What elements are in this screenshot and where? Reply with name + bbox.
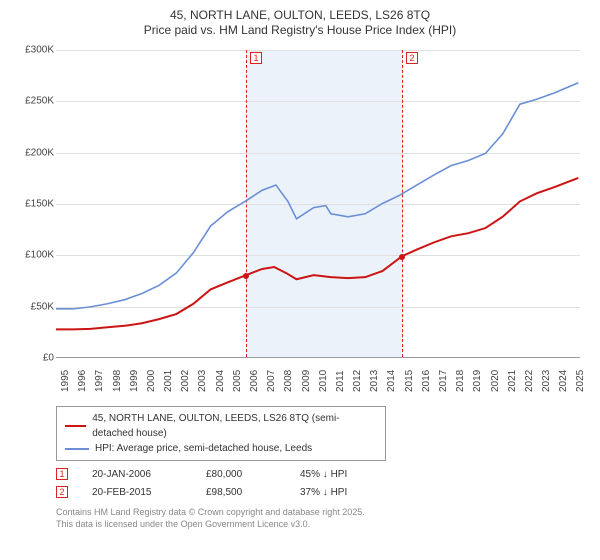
- sale-row: 1 20-JAN-2006 £80,000 45% ↓ HPI: [56, 465, 590, 483]
- footer-line-1: Contains HM Land Registry data © Crown c…: [56, 507, 590, 519]
- x-tick-label: 2000: [146, 370, 157, 392]
- x-tick-label: 2001: [163, 370, 174, 392]
- y-tick-label: £250K: [10, 96, 54, 107]
- x-tick-label: 2003: [197, 370, 208, 392]
- x-tick-label: 2024: [558, 370, 569, 392]
- x-tick-label: 1999: [129, 370, 140, 392]
- x-tick-label: 1997: [94, 370, 105, 392]
- sale-marker: 2: [406, 52, 418, 64]
- x-tick-label: 2006: [249, 370, 260, 392]
- sale-date-2: 20-FEB-2015: [92, 487, 182, 498]
- footer-attribution: Contains HM Land Registry data © Crown c…: [56, 507, 590, 530]
- sale-date-1: 20-JAN-2006: [92, 469, 182, 480]
- sale-row: 2 20-FEB-2015 £98,500 37% ↓ HPI: [56, 483, 590, 501]
- x-tick-label: 2008: [283, 370, 294, 392]
- x-tick-label: 2013: [369, 370, 380, 392]
- series-price_paid: [56, 178, 578, 330]
- title-line-2: Price paid vs. HM Land Registry's House …: [10, 23, 590, 38]
- x-tick-label: 2015: [404, 370, 415, 392]
- x-tick-label: 2010: [318, 370, 329, 392]
- legend-row-hpi: HPI: Average price, semi-detached house,…: [65, 441, 377, 456]
- legend-label-price-paid: 45, NORTH LANE, OULTON, LEEDS, LS26 8TQ …: [92, 411, 377, 441]
- sale-dot: [243, 273, 249, 279]
- x-tick-label: 2016: [421, 370, 432, 392]
- x-tick-label: 2011: [335, 370, 346, 392]
- y-tick-label: £200K: [10, 147, 54, 158]
- line-series: [56, 50, 580, 357]
- x-tick-label: 1996: [77, 370, 88, 392]
- legend-swatch-price-paid: [65, 425, 86, 427]
- chart-area: £0£50K£100K£150K£200K£250K£300K 12 19951…: [10, 44, 590, 404]
- x-tick-label: 2023: [541, 370, 552, 392]
- x-tick-label: 2017: [438, 370, 449, 392]
- sale-delta-2: 37% ↓ HPI: [300, 487, 347, 498]
- x-tick-label: 2012: [352, 370, 363, 392]
- x-tick-label: 2007: [266, 370, 277, 392]
- x-tick-label: 2004: [215, 370, 226, 392]
- sale-index-1: 1: [56, 468, 68, 480]
- plot-region: 12: [56, 50, 580, 358]
- y-tick-label: £300K: [10, 45, 54, 56]
- sale-index-2: 2: [56, 486, 68, 498]
- title-line-1: 45, NORTH LANE, OULTON, LEEDS, LS26 8TQ: [10, 8, 590, 23]
- x-tick-label: 1998: [112, 370, 123, 392]
- x-tick-label: 2022: [524, 370, 535, 392]
- sale-price-1: £80,000: [206, 469, 276, 480]
- x-tick-label: 1995: [60, 370, 71, 392]
- y-tick-label: £0: [10, 353, 54, 364]
- x-tick-label: 2005: [232, 370, 243, 392]
- y-tick-label: £50K: [10, 301, 54, 312]
- legend-label-hpi: HPI: Average price, semi-detached house,…: [95, 441, 312, 456]
- y-tick-label: £150K: [10, 199, 54, 210]
- sale-delta-1: 45% ↓ HPI: [300, 469, 347, 480]
- x-tick-label: 2009: [301, 370, 312, 392]
- x-tick-label: 2019: [472, 370, 483, 392]
- legend-row-price-paid: 45, NORTH LANE, OULTON, LEEDS, LS26 8TQ …: [65, 411, 377, 441]
- sale-marker: 1: [250, 52, 262, 64]
- sale-price-2: £98,500: [206, 487, 276, 498]
- chart-title: 45, NORTH LANE, OULTON, LEEDS, LS26 8TQ …: [10, 8, 590, 38]
- x-tick-label: 2025: [575, 370, 586, 392]
- sale-dot: [399, 254, 405, 260]
- legend: 45, NORTH LANE, OULTON, LEEDS, LS26 8TQ …: [56, 406, 386, 461]
- footer-line-2: This data is licensed under the Open Gov…: [56, 519, 590, 531]
- legend-swatch-hpi: [65, 448, 89, 450]
- x-tick-label: 2002: [180, 370, 191, 392]
- x-tick-label: 2014: [386, 370, 397, 392]
- y-tick-label: £100K: [10, 250, 54, 261]
- x-tick-label: 2020: [490, 370, 501, 392]
- sale-rows: 1 20-JAN-2006 £80,000 45% ↓ HPI 2 20-FEB…: [56, 465, 590, 501]
- x-tick-label: 2021: [507, 370, 518, 392]
- x-tick-label: 2018: [455, 370, 466, 392]
